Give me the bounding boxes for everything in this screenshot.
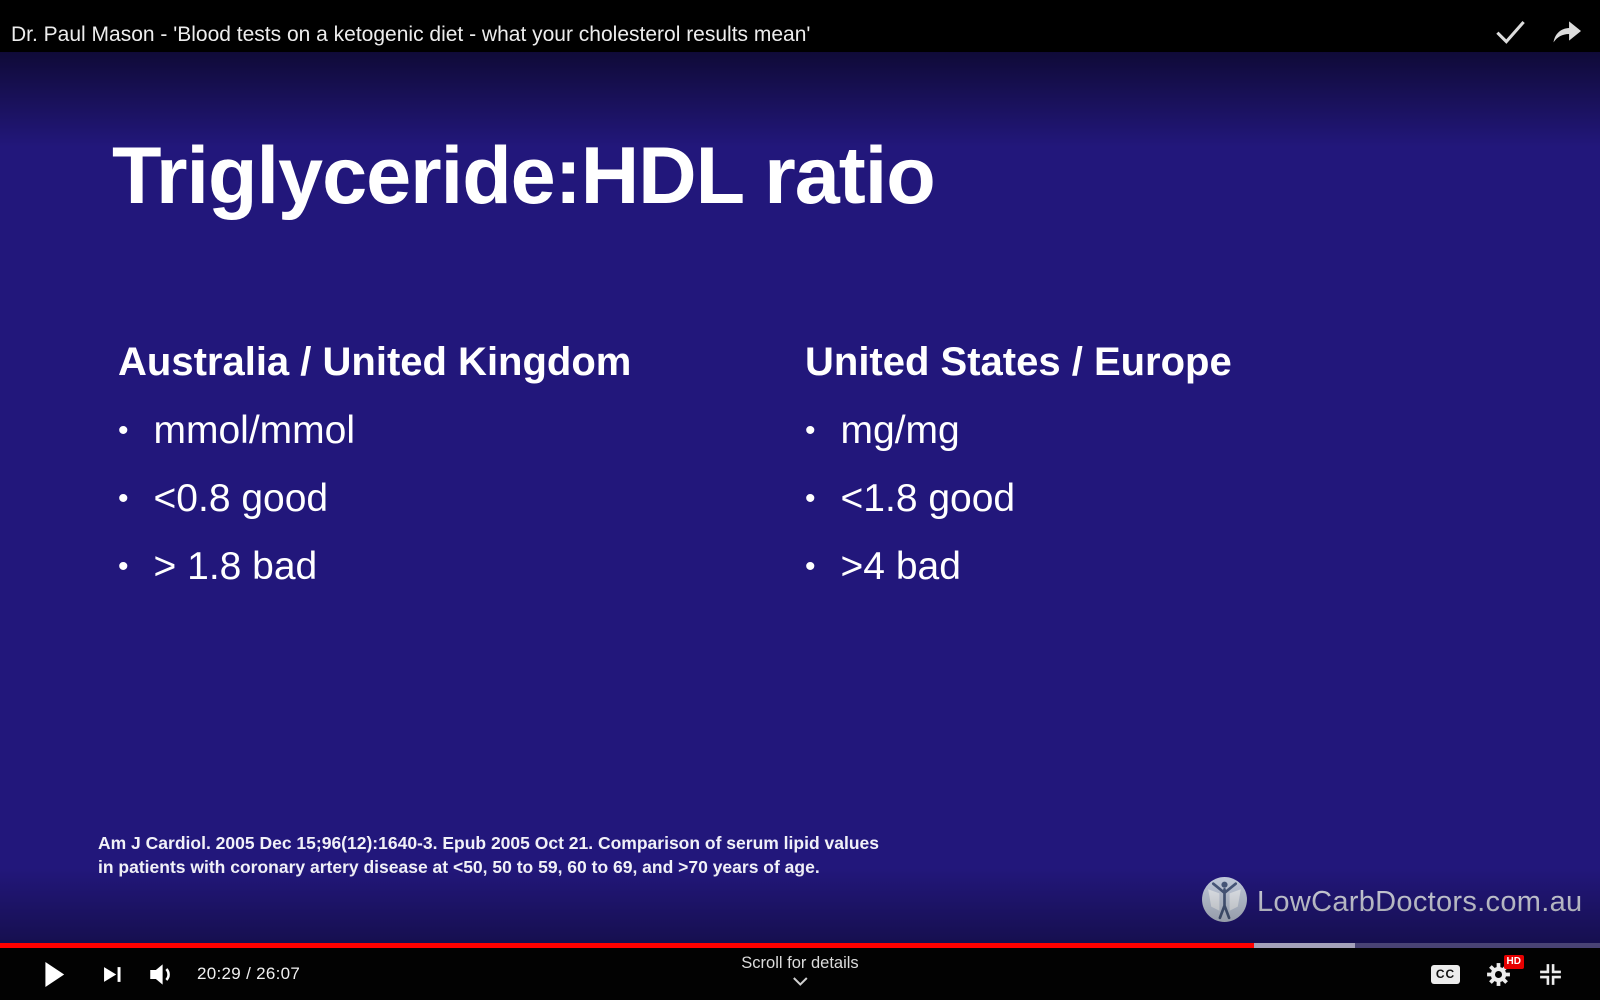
share-icon[interactable] xyxy=(1550,18,1584,45)
scroll-hint-label: Scroll for details xyxy=(741,954,859,972)
time-display: 20:29 / 26:07 xyxy=(197,964,301,983)
bullet-item: mg/mg xyxy=(805,409,1232,453)
video-title[interactable]: Dr. Paul Mason - 'Blood tests on a ketog… xyxy=(11,23,811,46)
volume-button[interactable] xyxy=(148,963,175,986)
video-title-bar: Dr. Paul Mason - 'Blood tests on a ketog… xyxy=(0,0,1600,52)
top-actions xyxy=(1495,18,1584,47)
controls-left: 20:29 / 26:07 xyxy=(0,948,300,1000)
bullet-item: mmol/mmol xyxy=(118,409,631,453)
citation-line: in patients with coronary artery disease… xyxy=(98,857,820,877)
bullet-item: <1.8 good xyxy=(805,477,1232,521)
column-us-europe: United States / Europe mg/mg <1.8 good >… xyxy=(805,340,1232,613)
column-heading: United States / Europe xyxy=(805,340,1232,384)
progress-bar[interactable] xyxy=(0,943,1600,948)
lowcarbdoctors-logo-icon xyxy=(1201,876,1248,928)
play-button[interactable] xyxy=(44,961,65,987)
column-heading: Australia / United Kingdom xyxy=(118,340,632,384)
exit-fullscreen-button[interactable] xyxy=(1537,961,1564,988)
scroll-for-details[interactable]: Scroll for details xyxy=(741,954,859,986)
player-controls: 20:29 / 26:07 Scroll for details CC xyxy=(0,948,1600,1000)
chevron-down-icon xyxy=(792,977,808,986)
closed-captions-button[interactable]: CC xyxy=(1431,964,1460,984)
bullet-item: > 1.8 bad xyxy=(118,545,631,589)
next-video-button[interactable] xyxy=(103,965,122,984)
citation-line: Am J Cardiol. 2005 Dec 15;96(12):1640-3.… xyxy=(98,833,879,853)
lowcarbdoctors-logo-text: LowCarbDoctors.com.au xyxy=(1257,885,1583,918)
column-australia-uk: Australia / United Kingdom mmol/mmol <0.… xyxy=(118,340,631,613)
slide-title: Triglyceride:HDL ratio xyxy=(112,131,936,221)
hd-quality-badge: HD xyxy=(1503,954,1524,969)
lowcarbdoctors-logo: LowCarbDoctors.com.au xyxy=(1201,876,1582,928)
settings-button[interactable]: HD xyxy=(1485,954,1524,988)
controls-right: CC HD xyxy=(1431,948,1564,1000)
citation: Am J Cardiol. 2005 Dec 15;96(12):1640-3.… xyxy=(98,831,879,879)
progress-played xyxy=(0,943,1255,948)
video-frame[interactable]: Triglyceride:HDL ratio Australia / Unite… xyxy=(0,52,1600,948)
bullet-item: >4 bad xyxy=(805,545,1232,589)
bullet-item: <0.8 good xyxy=(118,477,631,521)
gear-icon xyxy=(1487,962,1510,986)
watch-later-check-icon[interactable] xyxy=(1495,18,1526,45)
